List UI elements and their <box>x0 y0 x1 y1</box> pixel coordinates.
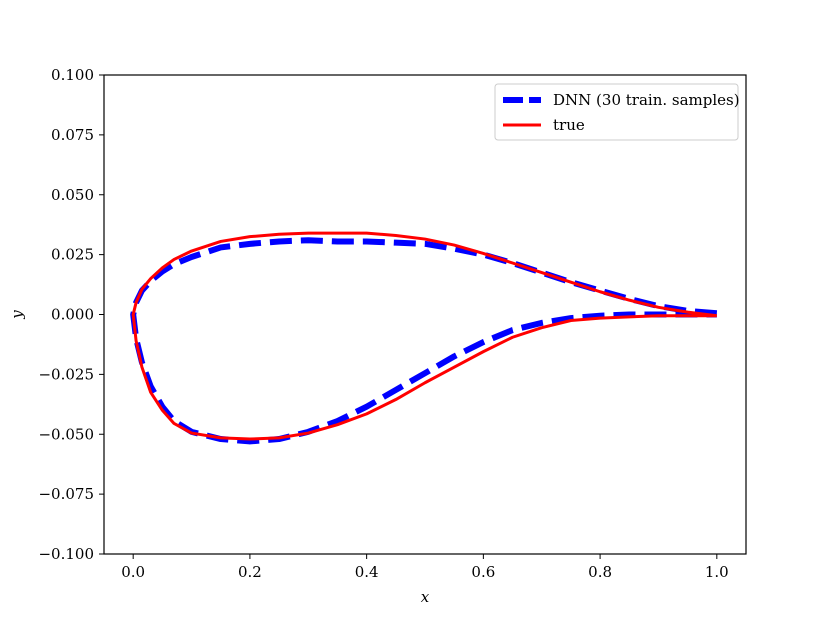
x-tick-label: 0.2 <box>238 563 262 581</box>
legend: DNN (30 train. samples) true <box>494 83 740 141</box>
y-tick-label: 0.025 <box>51 246 94 264</box>
x-axis-ticks: 0.0 0.2 0.4 0.6 0.8 1.0 <box>121 554 729 581</box>
plot-lines <box>130 231 718 445</box>
series-line-true <box>131 231 718 441</box>
y-tick-label: −0.050 <box>38 425 94 443</box>
y-tick-label: 0.050 <box>51 186 94 204</box>
y-tick-label: 0.075 <box>51 126 94 144</box>
y-tick-label: −0.025 <box>38 365 94 383</box>
x-tick-label: 0.8 <box>588 563 612 581</box>
x-tick-label: 0.4 <box>355 563 379 581</box>
y-axis-ticks: 0.100 0.075 0.050 0.025 0.000 −0.025 −0.050 −0.… <box>38 66 104 563</box>
legend-label-true: true <box>553 116 585 134</box>
x-axis-label: x <box>421 588 430 606</box>
y-tick-label: −0.075 <box>38 485 94 503</box>
y-tick-label: −0.100 <box>38 545 94 563</box>
y-tick-label: 0.100 <box>51 66 94 84</box>
legend-box <box>494 83 739 141</box>
legend-label-dnn: DNN (30 train. samples) <box>553 91 740 109</box>
y-axis-label: y <box>8 310 26 320</box>
y-tick-label: 0.000 <box>51 306 94 324</box>
x-tick-label: 0.6 <box>471 563 495 581</box>
x-tick-label: 0.0 <box>121 563 145 581</box>
x-tick-label: 1.0 <box>705 563 729 581</box>
